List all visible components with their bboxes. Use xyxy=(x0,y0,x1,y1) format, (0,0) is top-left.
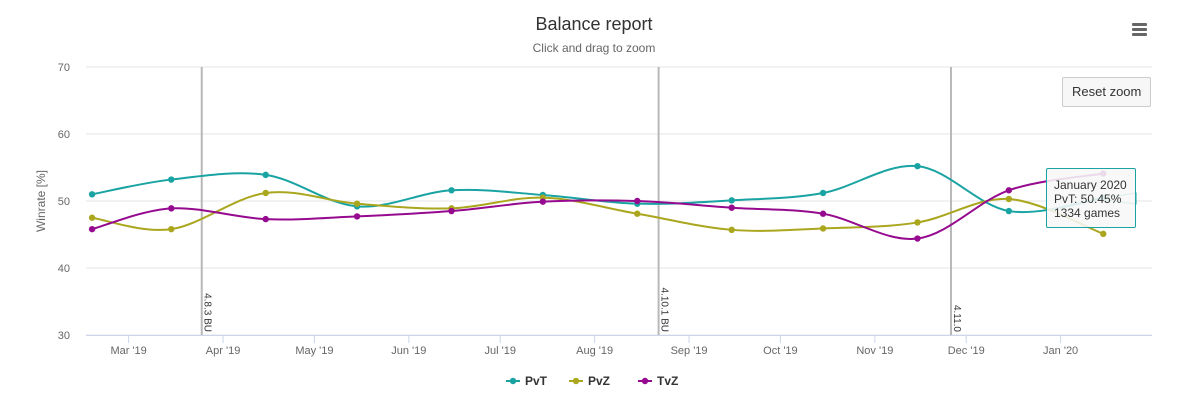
menu-bar-top xyxy=(1132,23,1147,26)
tooltip-date: January 2020 xyxy=(1054,178,1127,192)
x-tick-label: Sep '19 xyxy=(671,345,708,357)
data-point-pvz xyxy=(1005,195,1013,203)
patch-label: 4.8.3 BU xyxy=(202,293,213,332)
x-tick-label: Mar '19 xyxy=(110,345,146,357)
data-point-pvt xyxy=(262,171,269,179)
reset-zoom-button[interactable]: Reset zoom xyxy=(1062,77,1152,107)
data-point-tvz xyxy=(819,210,827,217)
legend-item-pvt[interactable]: PvT xyxy=(525,374,548,388)
data-point-tvz xyxy=(262,215,269,223)
data-point-tvz xyxy=(448,207,455,215)
chart-title: Balance report xyxy=(535,14,653,34)
data-point-pvz xyxy=(168,225,175,233)
data-point-tvz xyxy=(168,205,175,212)
tooltip-value: PvT: 50.45% xyxy=(1054,192,1122,206)
y-tick-label: 70 xyxy=(58,62,70,74)
data-point-pvt xyxy=(1005,207,1013,215)
patch-label: 4.11.0 xyxy=(951,305,962,332)
data-point-pvz xyxy=(634,210,641,217)
data-point-tvz xyxy=(634,197,641,205)
x-tick-label: Jan '20 xyxy=(1043,345,1078,357)
x-tick-label: Dec '19 xyxy=(948,345,985,357)
y-tick-label: 40 xyxy=(58,263,70,275)
data-point-pvt xyxy=(728,197,735,204)
data-point-pvt xyxy=(914,162,921,170)
y-tick-label: 50 xyxy=(58,196,70,208)
x-tick-label: Aug '19 xyxy=(576,345,613,357)
data-point-tvz xyxy=(353,213,361,220)
y-tick-label: 60 xyxy=(58,129,70,141)
data-point-pvz xyxy=(914,219,921,226)
data-point-tvz xyxy=(914,235,921,242)
series-line-tvz xyxy=(91,172,1104,240)
x-tick-label: Jun '19 xyxy=(391,345,426,357)
data-point-tvz xyxy=(88,225,96,233)
menu-bar-middle xyxy=(1132,28,1147,31)
tooltip: January 2020 PvT: 50.45% 1334 games xyxy=(1046,168,1136,228)
data-point-pvt xyxy=(448,187,455,194)
hamburger-menu-icon[interactable] xyxy=(1126,18,1154,42)
data-point-pvt xyxy=(819,189,827,197)
chart-subtitle: Click and drag to zoom xyxy=(532,41,656,55)
x-tick-label: Nov '19 xyxy=(856,345,893,357)
data-point-pvt xyxy=(88,191,96,198)
data-point-tvz xyxy=(539,198,547,205)
legend-item-pvz[interactable]: PvZ xyxy=(588,374,610,388)
data-point-pvz xyxy=(262,189,269,197)
x-tick-label: Jul '19 xyxy=(484,345,515,357)
legend-symbol-marker xyxy=(641,377,649,385)
x-tick-label: Oct '19 xyxy=(763,345,798,357)
legend-symbol-marker xyxy=(572,377,580,385)
legend-item-tvz[interactable]: TvZ xyxy=(657,374,678,388)
patch-label: 4.10.1 BU xyxy=(659,288,670,332)
tooltip-games: 1334 games xyxy=(1054,206,1121,220)
y-tick-label: 30 xyxy=(58,330,70,342)
data-point-pvz xyxy=(88,214,96,221)
data-point-pvz xyxy=(728,226,735,234)
series-line-pvz xyxy=(91,191,1104,235)
data-point-pvt xyxy=(168,176,175,183)
data-point-pvz xyxy=(353,200,361,207)
menu-bar-bottom xyxy=(1132,33,1147,36)
x-tick-label: Apr '19 xyxy=(206,345,241,357)
data-point-pvz xyxy=(819,225,827,232)
data-point-tvz xyxy=(728,204,735,211)
y-axis-title: Winrate [%] xyxy=(34,170,48,232)
data-point-tvz xyxy=(1005,187,1013,194)
x-tick-label: May '19 xyxy=(295,345,333,357)
legend-symbol-marker xyxy=(509,377,517,385)
data-point-pvz xyxy=(1100,230,1107,238)
